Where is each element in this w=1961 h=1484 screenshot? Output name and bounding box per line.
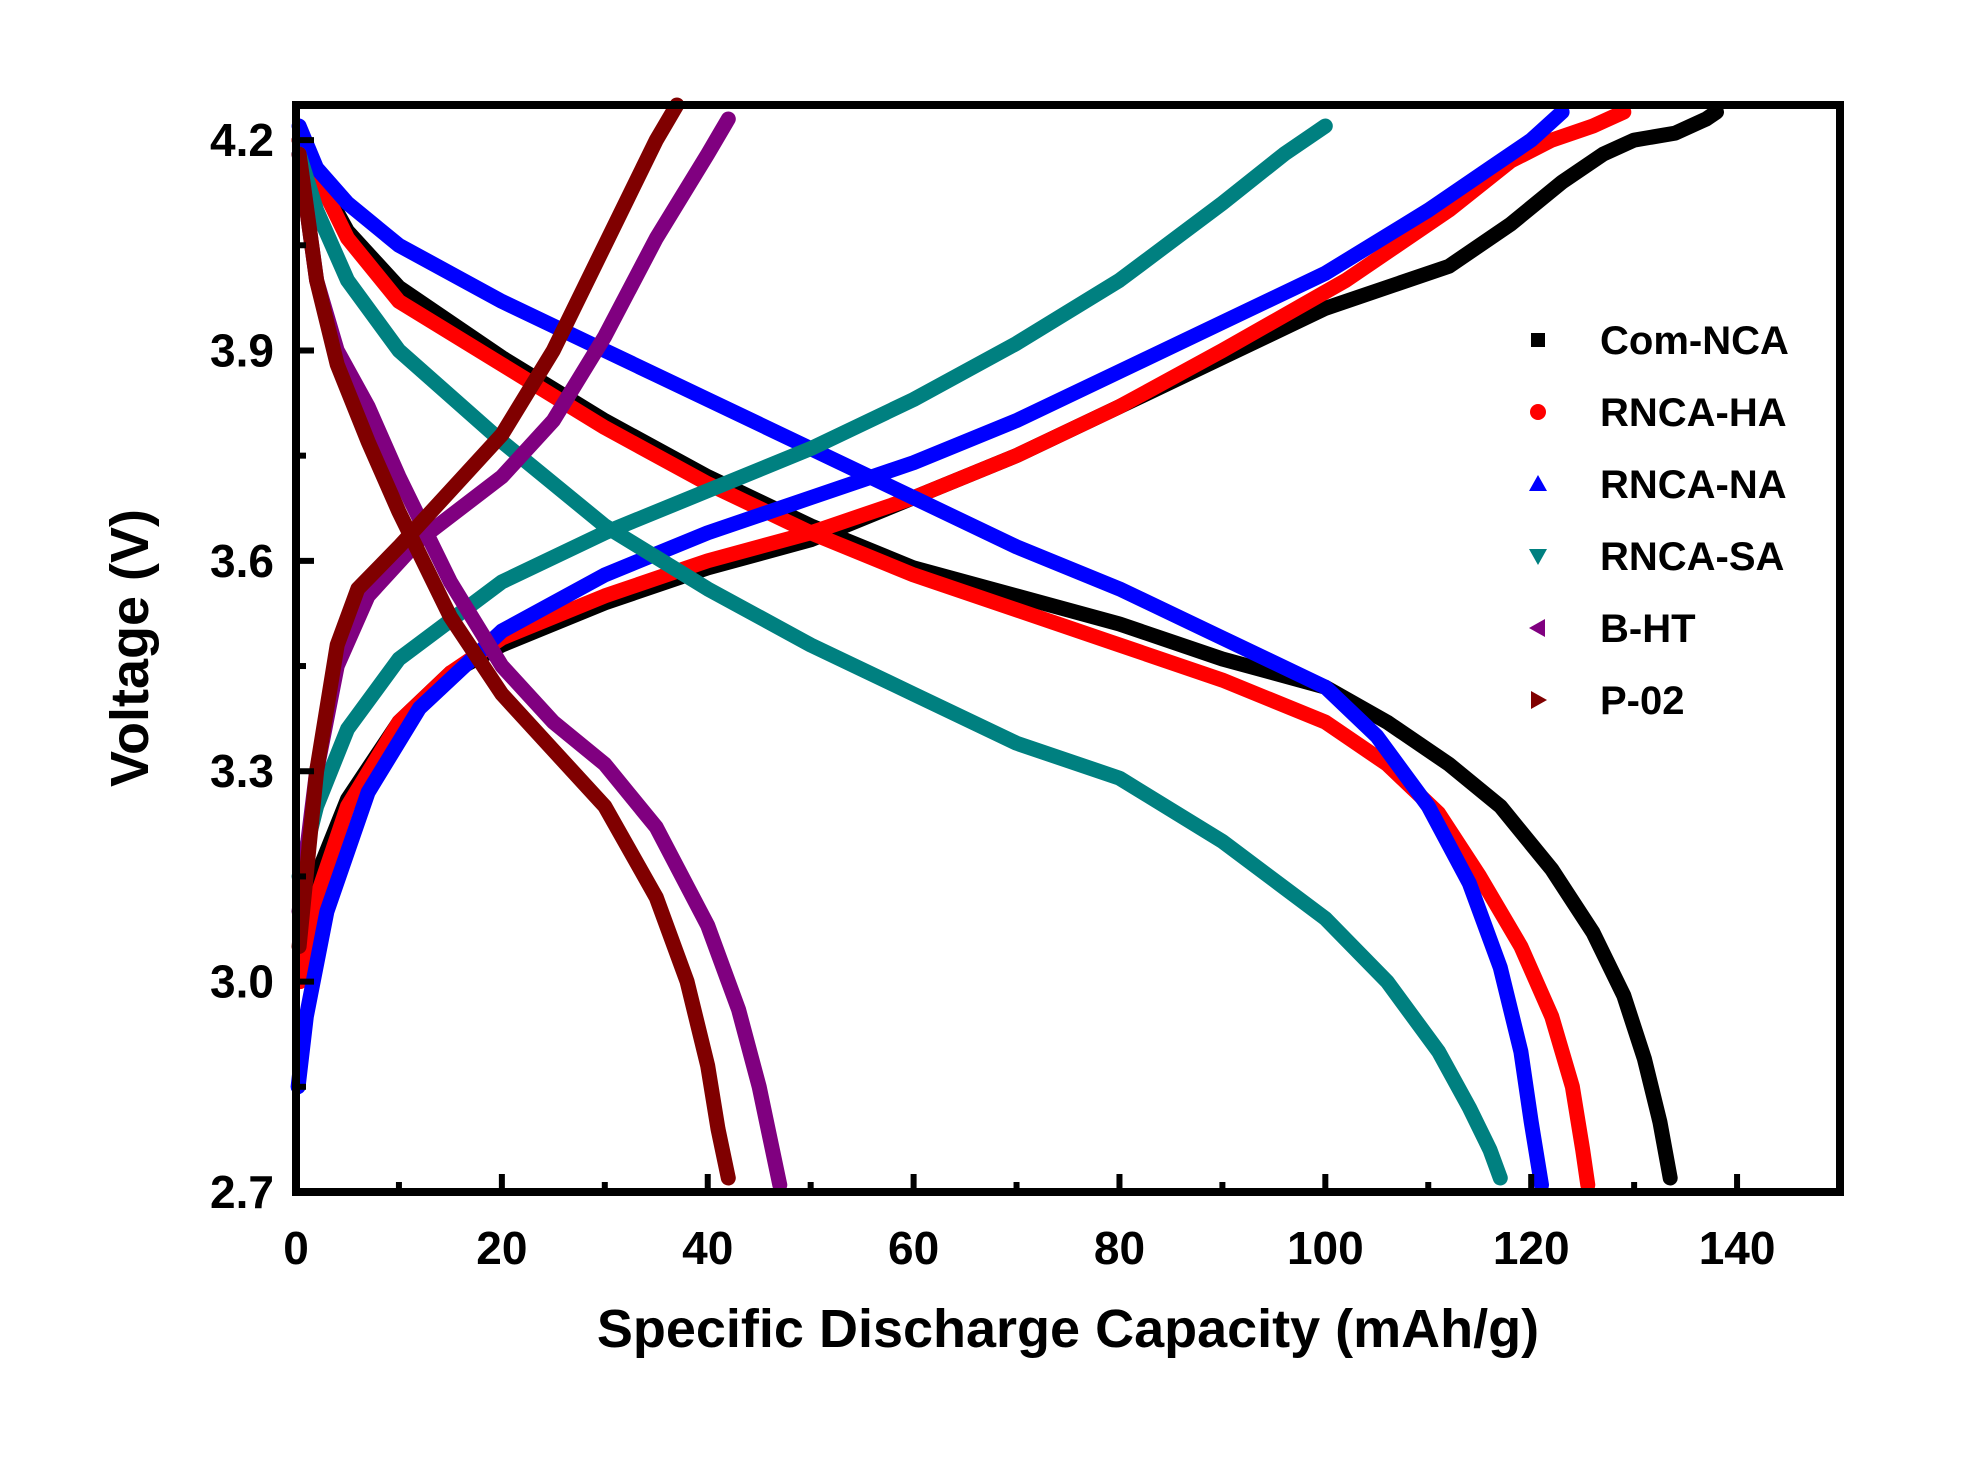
x-axis: 0 20 40 60 80 100 120 140: [283, 1174, 1775, 1274]
series-5-charge-curve: [291, 97, 685, 954]
series-5-discharge-curve: [291, 146, 736, 1186]
series-2-discharge-curve: [291, 118, 1549, 1193]
curves-layer: [290, 97, 1724, 1193]
legend-item: P-02: [1531, 679, 1685, 723]
legend-marker-triangle-right: [1531, 691, 1547, 709]
legend-marker-square: [1531, 333, 1545, 347]
x-tick-label: 40: [682, 1222, 733, 1274]
legend-label: RNCA-NA: [1600, 463, 1787, 507]
legend-item: Com-NCA: [1531, 319, 1789, 363]
y-tick-label: 3.9: [210, 324, 274, 376]
legend-marker-triangle-left: [1529, 619, 1545, 637]
series-0-discharge-curve: [291, 132, 1678, 1186]
x-tick-label: 120: [1493, 1222, 1570, 1274]
x-tick-label: 100: [1287, 1222, 1364, 1274]
y-tick-label: 2.7: [210, 1166, 274, 1218]
x-axis-title: Specific Discharge Capacity (mAh/g): [597, 1299, 1539, 1359]
series-3-charge-curve: [291, 118, 1333, 884]
y-tick-label: 3.6: [210, 535, 274, 587]
legend-item: RNCA-HA: [1530, 391, 1787, 435]
x-tick-label: 20: [476, 1222, 527, 1274]
legend-label: RNCA-HA: [1600, 391, 1787, 435]
x-tick-label: 60: [888, 1222, 939, 1274]
x-tick-label: 0: [283, 1222, 309, 1274]
y-tick-label: 3.3: [210, 745, 274, 797]
legend-marker-triangle-down: [1529, 549, 1547, 565]
series-3-discharge-curve: [291, 146, 1508, 1186]
y-axis-title: Voltage (V): [100, 509, 160, 787]
legend-label: B-HT: [1600, 607, 1696, 651]
y-tick-label: 4.2: [210, 114, 274, 166]
series-1-charge-curve: [292, 104, 1632, 990]
plot-frame: [292, 101, 1844, 1196]
legend-label: P-02: [1600, 679, 1685, 723]
y-axis: 2.7 3.0 3.3 3.6 3.9 4.2: [210, 114, 314, 1218]
x-tick-label: 80: [1094, 1222, 1145, 1274]
legend-label: Com-NCA: [1600, 319, 1789, 363]
legend-item: RNCA-NA: [1529, 463, 1787, 507]
series-1-discharge-curve: [291, 132, 1596, 1193]
legend-item: B-HT: [1529, 607, 1696, 651]
y-tick-label: 3.0: [210, 956, 274, 1008]
legend-marker-triangle-up: [1529, 475, 1547, 491]
legend-label: RNCA-SA: [1600, 535, 1784, 579]
series-4-discharge-curve: [291, 146, 788, 1193]
x-tick-label: 140: [1699, 1222, 1776, 1274]
legend-marker-circle: [1530, 404, 1546, 420]
legend-item: RNCA-SA: [1529, 535, 1784, 579]
legend: Com-NCA RNCA-HA RNCA-NA RNCA-SA B-HT P-02: [1529, 319, 1789, 723]
